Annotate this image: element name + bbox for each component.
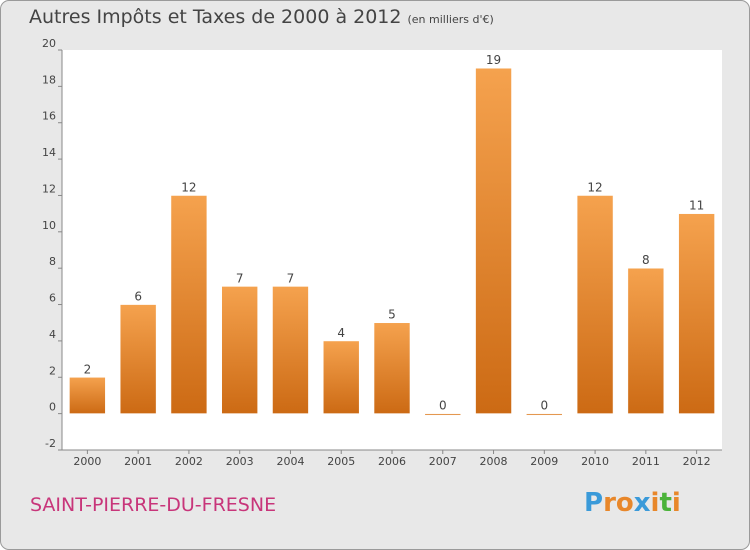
y-tick-label: 14 [42, 146, 56, 159]
x-tick-label: 2008 [480, 455, 508, 468]
x-tick-label: 2006 [378, 455, 406, 468]
y-tick-label: 16 [42, 110, 56, 123]
data-label: 6 [134, 290, 142, 304]
logo-letter: t [659, 488, 672, 518]
data-labels: 2 6 12 7 7 4 5 0 19 0 12 8 11 [84, 53, 705, 412]
proxiti-logo: Proxiti [584, 488, 681, 518]
x-tick-label: 2011 [632, 455, 660, 468]
y-tick-label: 4 [49, 328, 56, 341]
y-tick-label: 6 [49, 292, 56, 305]
y-tick-label: -2 [45, 437, 56, 450]
bar [272, 286, 309, 414]
x-tick-label: 2004 [276, 455, 304, 468]
x-axis: 2000 2001 2002 2003 2004 2005 2006 2007 2008 2009… [62, 449, 722, 468]
logo-letter: i [671, 488, 681, 518]
logo-letter: o [615, 488, 634, 518]
data-label: 5 [388, 308, 396, 322]
bar [424, 413, 462, 416]
bar [119, 304, 157, 414]
bar [576, 195, 614, 414]
data-label: 0 [540, 399, 548, 413]
logo-letter: P [584, 488, 604, 518]
bars [69, 67, 715, 416]
bar [373, 322, 411, 414]
data-label: 4 [337, 326, 345, 340]
x-tick-label: 2009 [530, 455, 558, 468]
place-name: SAINT-PIERRE-DU-FRESNE [30, 494, 277, 516]
data-label: 7 [236, 271, 244, 285]
bar [475, 67, 512, 414]
y-tick-label: 2 [49, 364, 56, 377]
chart-title: Autres Impôts et Taxes de 2000 à 2012 (en… [29, 6, 494, 28]
y-tick-label: 18 [42, 73, 56, 86]
y-tick-label: 10 [42, 219, 56, 232]
data-label: 19 [486, 53, 501, 67]
bar [69, 376, 106, 414]
y-tick-label: 8 [49, 255, 56, 268]
logo-letter: x [633, 488, 651, 518]
logo-letter: i [650, 488, 660, 518]
data-label: 12 [181, 180, 196, 194]
bar [221, 286, 258, 414]
x-tick-label: 2010 [581, 455, 609, 468]
y-tick-label: 12 [42, 182, 56, 195]
chart-title-text: Autres Impôts et Taxes de 2000 à 2012 [29, 6, 402, 28]
data-label: 2 [84, 362, 92, 376]
x-tick-label: 2003 [226, 455, 254, 468]
bar [526, 413, 563, 416]
y-tick-label: 0 [49, 401, 56, 414]
y-tick-label: 20 [42, 37, 56, 50]
data-label: 8 [642, 253, 650, 267]
logo-letter: r [603, 488, 616, 518]
data-label: 7 [287, 271, 295, 285]
chart-subtitle: (en milliers d'€) [407, 13, 494, 26]
y-axis: -2 0 2 4 6 8 10 12 14 16 18 20 [42, 37, 63, 451]
bar [322, 340, 360, 414]
x-tick-label: 2007 [429, 455, 457, 468]
data-label: 12 [587, 180, 602, 194]
data-label: 11 [689, 199, 704, 213]
bar [170, 195, 208, 414]
data-label: 0 [439, 399, 447, 413]
x-tick-label: 2000 [73, 455, 101, 468]
x-tick-label: 2001 [124, 455, 152, 468]
x-tick-label: 2002 [175, 455, 203, 468]
x-tick-label: 2005 [327, 455, 355, 468]
x-tick-label: 2012 [683, 455, 711, 468]
bar [627, 267, 665, 414]
bar [678, 213, 715, 414]
